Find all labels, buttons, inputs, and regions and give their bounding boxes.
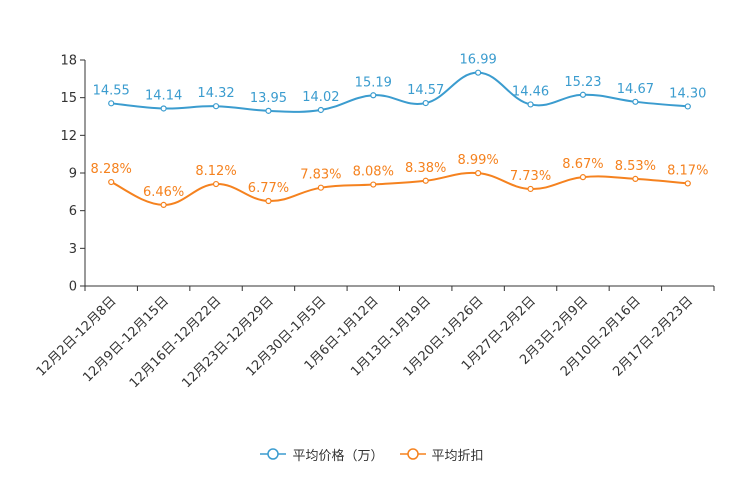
data-label: 14.02: [302, 90, 339, 105]
series-layer: [108, 69, 691, 208]
data-label: 14.14: [145, 88, 182, 103]
axes: 036912151812月2日-12月8日12月9日-12月15日12月16日-…: [34, 54, 715, 391]
data-point: [684, 180, 691, 187]
y-tick-label: 12: [60, 129, 77, 144]
legend-item-discount[interactable]: 平均折扣: [399, 445, 484, 464]
data-label: 13.95: [250, 91, 287, 106]
data-label: 8.38%: [405, 161, 446, 176]
data-point: [160, 105, 167, 112]
data-label: 15.19: [355, 75, 392, 90]
data-label: 6.77%: [248, 181, 289, 196]
data-point: [527, 185, 534, 193]
data-label: 8.53%: [615, 159, 656, 174]
data-label: 7.73%: [510, 169, 551, 184]
data-point: [317, 184, 324, 191]
data-point: [370, 181, 377, 188]
series-line-1: [110, 171, 688, 206]
data-label: 16.99: [460, 53, 497, 68]
data-label: 8.17%: [667, 163, 708, 178]
y-tick-label: 15: [60, 91, 77, 106]
data-label: 6.46%: [143, 185, 184, 200]
y-tick-label: 18: [60, 54, 77, 69]
data-label: 8.08%: [353, 165, 394, 180]
data-label: 8.28%: [91, 162, 132, 177]
legend: 平均价格（万） 平均折扣: [0, 444, 744, 464]
legend-discount-marker-icon: [399, 448, 426, 460]
legend-price-label: 平均价格（万）: [292, 448, 384, 464]
legend-price-marker-icon: [260, 448, 287, 460]
x-tick-label: 12月23日-12月29日: [179, 294, 276, 391]
y-tick-label: 0: [69, 280, 77, 295]
y-tick-label: 3: [69, 242, 77, 257]
data-point: [632, 98, 639, 105]
legend-discount-label: 平均折扣: [431, 448, 484, 464]
y-tick-label: 9: [69, 167, 77, 182]
data-label: 14.46: [512, 84, 549, 99]
data-label: 15.23: [564, 75, 601, 90]
data-label: 14.32: [197, 86, 234, 101]
data-point: [527, 101, 534, 108]
data-label: 14.57: [407, 83, 444, 98]
data-point: [422, 99, 429, 107]
data-point: [684, 103, 691, 110]
data-point: [579, 174, 587, 181]
data-label: 7.83%: [300, 168, 341, 183]
data-point: [212, 180, 220, 188]
data-point: [212, 103, 220, 110]
data-point: [475, 69, 482, 76]
line-chart: 036912151812月2日-12月8日12月9日-12月15日12月16日-…: [34, 53, 715, 391]
x-tick-label: 12月16日-12月22日: [127, 294, 224, 391]
data-point: [108, 178, 115, 186]
data-point: [422, 177, 429, 184]
data-label: 8.99%: [457, 153, 498, 168]
legend-item-price[interactable]: 平均价格（万）: [260, 445, 384, 464]
data-labels: 14.55 14.14 14.32 13.95 14.02 15.19 14.57 16.99…: [91, 53, 709, 200]
data-label: 14.30: [669, 86, 706, 101]
data-point: [160, 201, 167, 208]
data-label: 8.67%: [562, 157, 603, 172]
data-point: [370, 92, 377, 99]
data-label: 8.12%: [195, 164, 236, 179]
data-point: [317, 106, 324, 114]
data-point: [265, 107, 272, 114]
y-tick-label: 6: [69, 204, 77, 219]
data-point: [632, 175, 639, 183]
data-point: [108, 100, 115, 107]
data-label: 14.55: [93, 83, 130, 98]
data-point: [475, 170, 482, 177]
data-point: [265, 197, 272, 205]
data-point: [579, 91, 587, 98]
data-label: 14.67: [617, 82, 654, 97]
